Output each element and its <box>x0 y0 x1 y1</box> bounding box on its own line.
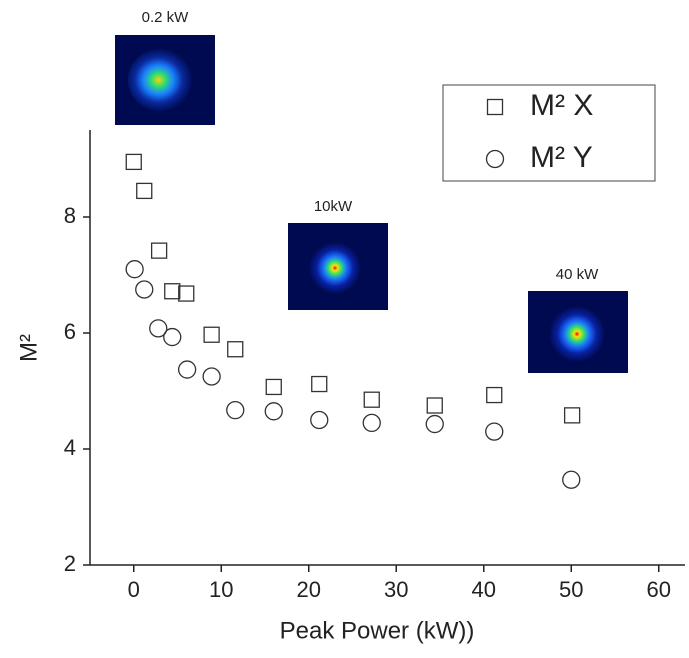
y-axis-label: M² <box>15 334 42 362</box>
marker-circle <box>163 327 182 347</box>
beam-image <box>288 223 388 310</box>
x-tick-label: 60 <box>647 577 671 602</box>
legend-label: M² X <box>530 89 593 122</box>
marker-square <box>265 378 282 396</box>
x-tick-label: 40 <box>472 577 496 602</box>
y-tick-label: 6 <box>64 319 76 344</box>
beam-image <box>528 291 628 373</box>
marker-circle <box>135 280 154 299</box>
x-tick-label: 50 <box>559 577 583 602</box>
marker-circle <box>562 470 581 489</box>
marker-square <box>227 341 244 358</box>
marker-square <box>203 326 220 343</box>
y-tick-label: 8 <box>64 203 76 228</box>
marker-square <box>178 285 195 302</box>
marker-square <box>125 153 142 171</box>
marker-circle <box>177 360 197 379</box>
x-tick-label: 20 <box>297 577 321 602</box>
marker-square <box>311 375 328 393</box>
legend-label: M² Y <box>530 141 593 174</box>
marker-circle <box>425 414 444 434</box>
marker-square <box>486 98 504 116</box>
marker-square <box>136 182 153 200</box>
x-tick-label: 0 <box>128 577 140 602</box>
marker-circle <box>264 402 283 421</box>
marker-circle <box>226 400 245 420</box>
marker-circle <box>485 149 505 169</box>
legend-box <box>442 84 656 182</box>
marker-square <box>563 407 581 424</box>
y-tick-label: 4 <box>64 435 76 460</box>
annotation: 40 kW <box>556 266 599 283</box>
marker-square <box>363 391 380 408</box>
marker-circle <box>202 367 221 386</box>
annotation: 10kW <box>314 198 353 215</box>
y-tick-label: 2 <box>64 551 76 576</box>
marker-circle <box>125 260 144 279</box>
x-tick-label: 10 <box>209 577 233 602</box>
annotation: 0.2 kW <box>142 9 190 26</box>
marker-circle <box>362 413 381 433</box>
marker-square <box>150 242 168 259</box>
x-axis-label: Peak Power (kW)) <box>280 617 475 644</box>
marker-square <box>164 283 181 300</box>
marker-circle <box>485 422 504 441</box>
beam-image <box>115 35 215 125</box>
marker-square <box>426 397 443 414</box>
x-tick-label: 30 <box>384 577 408 602</box>
marker-circle <box>149 319 168 338</box>
marker-square <box>486 386 503 404</box>
marker-circle <box>310 410 329 430</box>
